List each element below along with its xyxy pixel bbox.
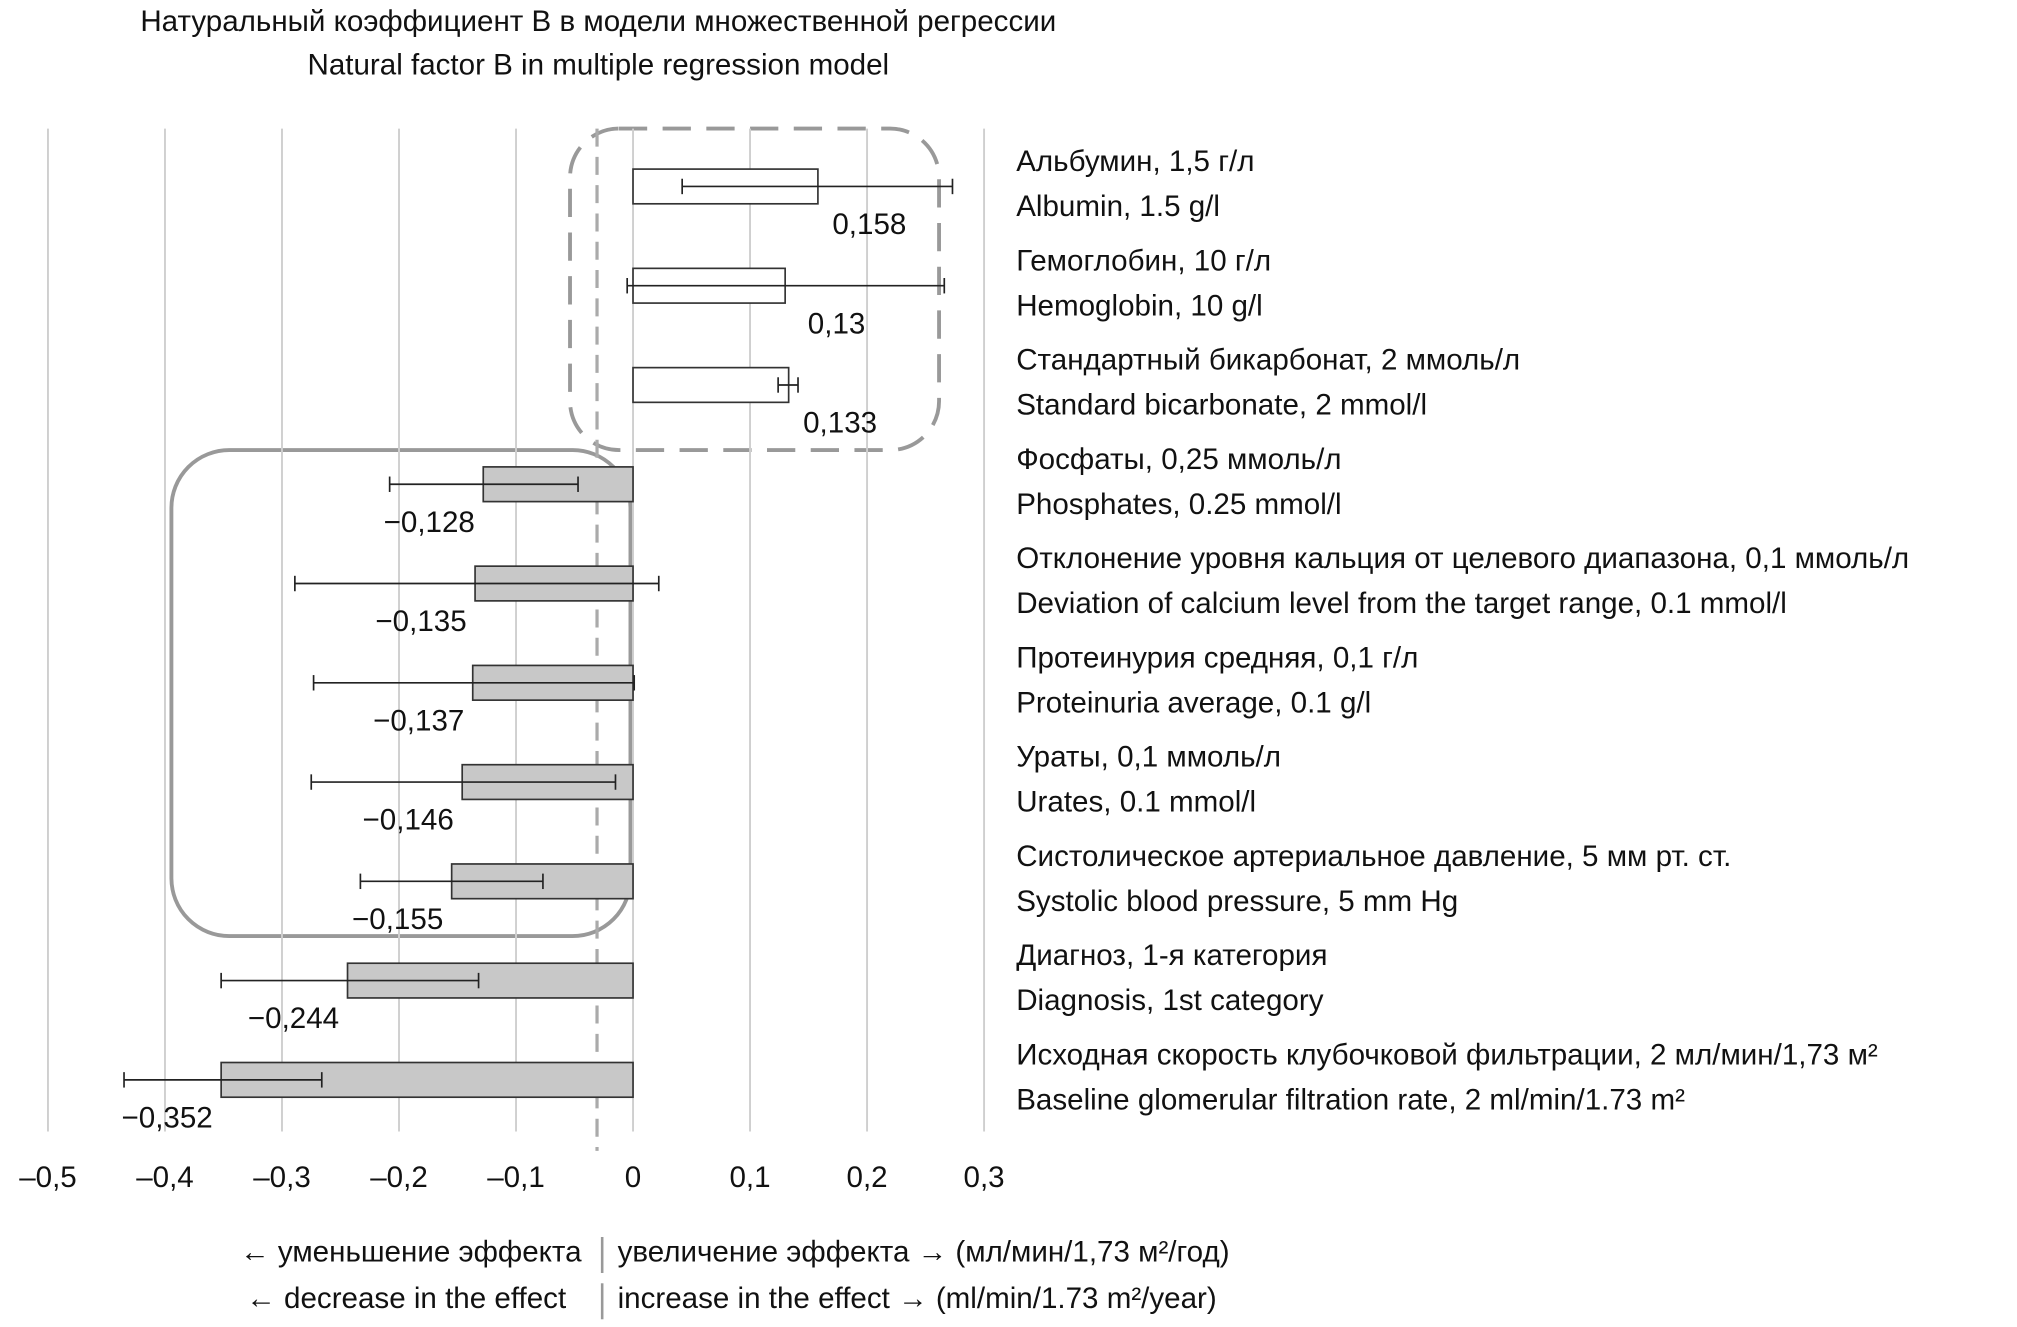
value-label: −0,352 [122, 1102, 213, 1135]
x-tick-label: 0,1 [729, 1161, 770, 1194]
x-axis-label: increase in the effect → (ml/min/1.73 m²… [618, 1282, 1217, 1315]
error-bar [359, 873, 544, 890]
category-label: Urates, 0.1 mmol/l [1016, 786, 1256, 819]
x-tick-label: 0,3 [964, 1161, 1005, 1194]
error-bar [312, 675, 636, 691]
x-tick-label: 0 [625, 1161, 641, 1194]
positive-group-box [568, 126, 941, 452]
category-label: Deviation of calcium level from the targ… [1016, 587, 1787, 620]
error-bar [777, 377, 799, 393]
category-label: Систолическое артериальное давление, 5 м… [1016, 840, 1731, 873]
category-label: Отклонение уровня кальция от целевого ди… [1016, 542, 1909, 575]
error-bar [294, 575, 660, 592]
value-label: −0,137 [373, 704, 464, 737]
x-axis-label: увеличение эффекта → (мл/мин/1,73 м²/год… [618, 1236, 1230, 1269]
bar [632, 366, 790, 404]
category-label: Hemoglobin, 10 g/l [1016, 289, 1263, 322]
category-label: Фосфаты, 0,25 ммоль/л [1016, 443, 1341, 476]
x-tick-label: –0,1 [487, 1161, 545, 1194]
x-axis-label: ← уменьшение эффекта [240, 1236, 582, 1269]
category-label: Baseline glomerular filtration rate, 2 m… [1016, 1084, 1685, 1117]
category-label: Proteinuria average, 0.1 g/l [1016, 686, 1371, 719]
category-label: Albumin, 1.5 g/l [1016, 190, 1220, 223]
value-label: −0,244 [248, 1002, 339, 1035]
chart-subtitle: Natural factor B in multiple regression … [307, 49, 889, 82]
category-label: Альбумин, 1,5 г/л [1016, 145, 1254, 178]
error-bar [681, 178, 954, 195]
x-axis-label: ← decrease in the effect [246, 1282, 566, 1315]
chart-title: Натуральный коэффициент B в модели множе… [140, 5, 1056, 38]
x-tick-label: –0,5 [19, 1161, 77, 1194]
value-label: 0,158 [832, 208, 906, 241]
x-tick-label: –0,3 [253, 1161, 311, 1194]
category-label: Standard bicarbonate, 2 mmol/l [1016, 389, 1427, 422]
category-label: Diagnosis, 1st category [1016, 984, 1323, 1017]
error-bar [310, 774, 617, 790]
error-bar [388, 476, 579, 492]
category-label: Гемоглобин, 10 г/л [1016, 244, 1271, 277]
category-label: Диагноз, 1-я категория [1016, 939, 1327, 972]
category-label: Systolic blood pressure, 5 mm Hg [1016, 885, 1458, 918]
value-label: −0,128 [384, 506, 475, 539]
category-label: Ураты, 0,1 ммоль/л [1016, 741, 1281, 774]
x-tick-label: –0,2 [370, 1161, 428, 1194]
category-label: Phosphates, 0.25 mmol/l [1016, 488, 1341, 521]
value-label: −0,146 [363, 804, 454, 837]
value-label: 0,133 [803, 407, 877, 440]
category-label: Стандартный бикарбонат, 2 ммоль/л [1016, 344, 1520, 377]
category-label: Исходная скорость клубочковой фильтрации… [1016, 1039, 1878, 1072]
value-label: 0,13 [808, 307, 866, 340]
x-tick-label: –0,4 [136, 1161, 194, 1194]
error-bar [123, 1072, 323, 1088]
error-bar [220, 972, 480, 989]
x-tick-label: 0,2 [847, 1161, 888, 1194]
category-label: Протеинурия средняя, 0,1 г/л [1016, 641, 1418, 674]
error-bar [626, 278, 946, 294]
value-label: −0,135 [375, 605, 466, 638]
value-label: −0,155 [352, 903, 443, 936]
